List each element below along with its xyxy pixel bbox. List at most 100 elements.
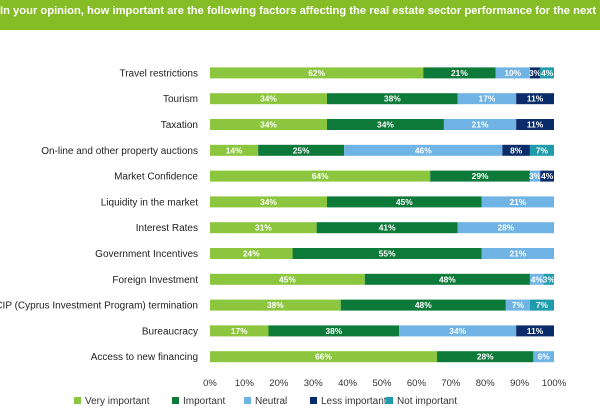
data-label: 8% <box>510 145 523 155</box>
bar-segment <box>210 119 327 130</box>
bar-segment <box>457 222 554 234</box>
bar-segment <box>292 248 482 259</box>
data-label: 45% <box>279 274 296 284</box>
data-label: 3% <box>543 274 556 284</box>
legend-swatch <box>74 397 81 404</box>
data-label: 7% <box>536 145 549 155</box>
bar-segment <box>210 325 269 337</box>
bar-segment <box>437 351 534 363</box>
x-tick-label: 40% <box>338 378 358 389</box>
data-label: 34% <box>377 120 394 130</box>
bar-segment <box>443 119 517 130</box>
x-tick-label: 70% <box>441 378 461 389</box>
bar-segment <box>210 248 293 259</box>
data-label: 17% <box>231 326 248 336</box>
bar-segment <box>210 351 438 363</box>
category-label: On-line and other property auctions <box>41 146 198 157</box>
x-tick-label: 80% <box>476 378 496 389</box>
bar-segment <box>344 144 503 156</box>
data-label: 29% <box>472 171 489 181</box>
bar-segment <box>210 196 327 208</box>
bar-segment <box>210 273 365 285</box>
legend-label: Less important <box>321 396 387 407</box>
legend-swatch <box>310 397 317 404</box>
bar-segment <box>210 67 424 79</box>
data-label: 21% <box>509 249 526 259</box>
data-label: 34% <box>260 120 277 130</box>
bar-segment <box>316 222 458 234</box>
data-label: 48% <box>439 274 456 284</box>
bar-segment <box>210 93 327 105</box>
data-label: 55% <box>379 249 396 259</box>
category-label: Government Incentives <box>95 249 198 260</box>
legend-swatch <box>244 397 251 404</box>
data-label: 45% <box>396 197 413 207</box>
bar-segment <box>481 248 554 259</box>
bar-segment <box>326 196 482 208</box>
legend-label: Neutral <box>255 396 287 407</box>
data-label: 4% <box>541 171 554 181</box>
data-label: 64% <box>312 171 329 181</box>
legend-label: Important <box>183 396 225 407</box>
bar-segment <box>340 299 506 311</box>
bar-segment <box>268 325 400 337</box>
x-tick-label: 30% <box>304 378 324 389</box>
data-label: 46% <box>415 145 432 155</box>
data-label: 10% <box>504 68 521 78</box>
bar-segment <box>423 67 496 79</box>
x-tick-label: 50% <box>372 378 392 389</box>
data-label: 3% <box>529 171 542 181</box>
bar-segment <box>529 67 541 79</box>
data-label: 21% <box>509 197 526 207</box>
data-label: 38% <box>384 94 401 104</box>
bar-segment <box>529 299 554 311</box>
category-label: Access to new financing <box>91 352 198 363</box>
bar-segment <box>210 222 317 234</box>
legend-label: Very important <box>85 396 150 407</box>
bar-segment <box>516 119 554 130</box>
bar-segment <box>540 67 554 79</box>
category-label: Liquidity in the market <box>101 197 198 208</box>
data-label: 14% <box>226 145 243 155</box>
data-label: 48% <box>415 300 432 310</box>
x-tick-label: 60% <box>407 378 427 389</box>
category-label: Foreign Investment <box>112 275 198 286</box>
data-label: 31% <box>255 223 272 233</box>
bar-segment <box>516 93 554 105</box>
x-tick-label: 20% <box>269 378 289 389</box>
bar-segment <box>543 273 554 285</box>
bar-segment <box>210 170 431 182</box>
bar-segment <box>529 273 544 285</box>
data-label: 38% <box>325 326 342 336</box>
category-label: Tourism <box>163 94 198 105</box>
data-label: 34% <box>260 94 277 104</box>
bar-segment <box>481 196 554 208</box>
data-label: 34% <box>449 326 466 336</box>
data-label: 34% <box>260 197 277 207</box>
data-label: 11% <box>527 326 544 336</box>
legend-swatch <box>386 397 393 404</box>
data-label: 17% <box>479 94 496 104</box>
bar-segment <box>430 170 530 182</box>
bar-segment <box>502 144 530 156</box>
data-label: 3% <box>529 68 542 78</box>
legend-swatch <box>172 397 179 404</box>
bar-segment <box>457 93 517 105</box>
data-label: 21% <box>472 120 489 130</box>
x-tick-label: 10% <box>235 378 255 389</box>
x-tick-label: 0% <box>203 378 217 389</box>
bar-segment <box>540 170 554 182</box>
data-label: 7% <box>536 300 549 310</box>
x-tick-label: 90% <box>510 378 530 389</box>
data-label: 28% <box>477 352 494 362</box>
bar-segment <box>326 119 444 130</box>
bar-segment <box>258 144 345 156</box>
bar-segment <box>533 351 554 363</box>
data-label: 25% <box>293 145 310 155</box>
category-label: Taxation <box>161 120 198 131</box>
data-label: 41% <box>379 223 396 233</box>
bar-segment <box>210 144 259 156</box>
data-label: 28% <box>497 223 514 233</box>
data-label: 62% <box>308 68 325 78</box>
